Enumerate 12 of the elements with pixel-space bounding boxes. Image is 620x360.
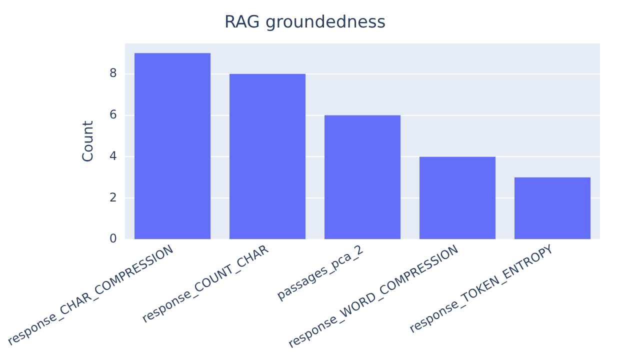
bar <box>420 156 496 240</box>
bar <box>230 74 306 240</box>
bar <box>324 115 401 240</box>
bar <box>134 53 211 240</box>
y-axis-title: Count <box>80 120 97 162</box>
y-tick-label: 2 <box>109 190 118 204</box>
y-tick-label: 4 <box>109 148 118 163</box>
y-tick-label: 6 <box>109 107 118 122</box>
y-tick-label: 0 <box>109 232 118 246</box>
y-tick-label: 8 <box>109 66 118 80</box>
bar <box>514 177 590 240</box>
chart-title: RAG groundedness <box>224 12 386 33</box>
